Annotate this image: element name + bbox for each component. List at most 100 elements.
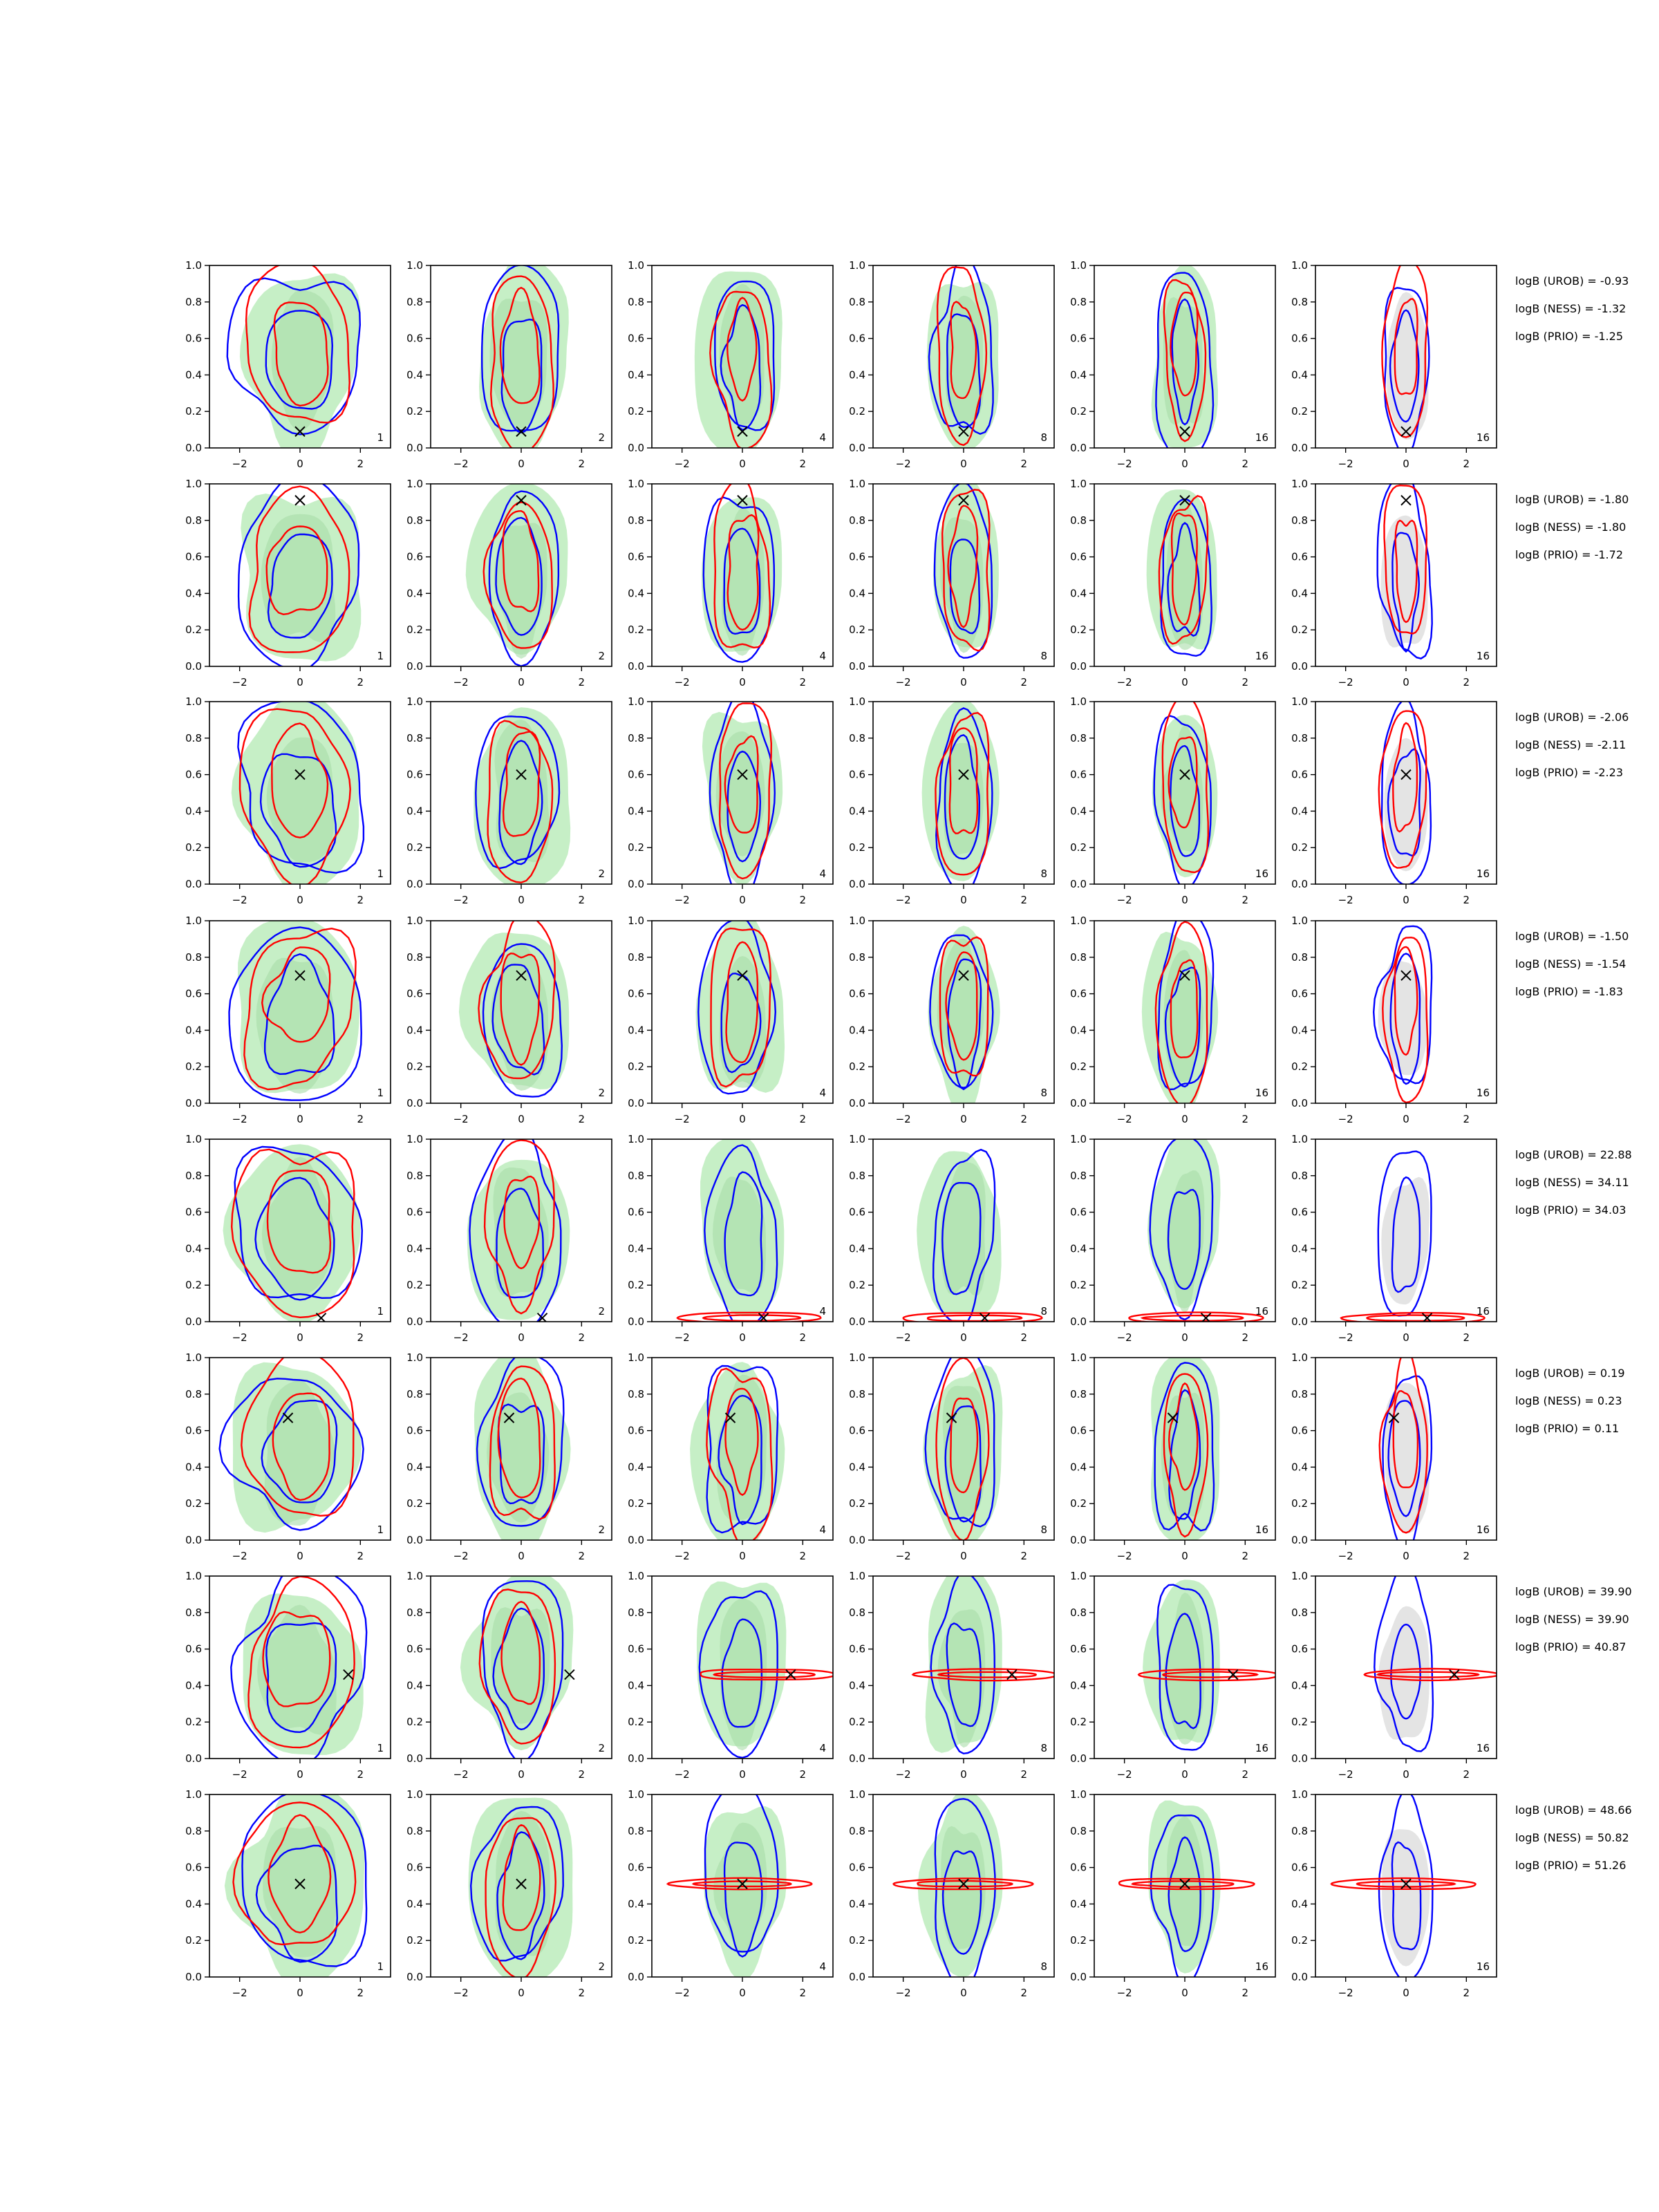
x-tick-label: 0 bbox=[739, 1550, 746, 1562]
blue-contour-outer bbox=[228, 926, 362, 1101]
subplot-sample-label: 4 bbox=[819, 1960, 826, 1973]
subplot-sample-label: 2 bbox=[598, 1087, 605, 1099]
y-tick-label: 0.0 bbox=[185, 1097, 202, 1109]
y-tick-label: 1.0 bbox=[628, 259, 644, 272]
red-contour-inner bbox=[502, 731, 541, 837]
blue-contour-outer bbox=[1153, 715, 1212, 884]
y-tick-label: 0.2 bbox=[406, 1060, 423, 1073]
subplot-sample-label: 1 bbox=[377, 650, 384, 662]
y-tick-label: 0.2 bbox=[406, 624, 423, 636]
red-contour-outer bbox=[489, 275, 554, 448]
y-tick-label: 1.0 bbox=[406, 1570, 423, 1582]
logb-ness-label: logB (NESS) = -1.54 bbox=[1515, 957, 1626, 971]
y-tick-label: 0.8 bbox=[185, 1170, 202, 1182]
green-density-fill-inner bbox=[942, 1385, 986, 1517]
y-tick-label: 0.2 bbox=[849, 624, 865, 636]
red-contour-inner bbox=[1170, 292, 1199, 397]
subplot-sample-label: 1 bbox=[377, 1742, 384, 1754]
y-tick-label: 0.8 bbox=[1291, 1606, 1308, 1619]
true-value-marker bbox=[1400, 769, 1412, 780]
subplot-r3-c1: −2 0 2 0.0 0.2 0.4 0.6 0.8 1.0 1 bbox=[185, 695, 391, 906]
subplot-sample-label: 16 bbox=[1255, 1960, 1268, 1973]
subplot-sample-label: 8 bbox=[1040, 650, 1047, 662]
subplot-r5-c6: −2 0 2 0.0 0.2 0.4 0.6 0.8 1.0 16 bbox=[1291, 1133, 1497, 1344]
blue-contour-inner bbox=[1167, 521, 1201, 637]
x-tick-label: 2 bbox=[1242, 1987, 1249, 1999]
red-contour-outer bbox=[1154, 921, 1208, 1103]
true-value-marker bbox=[737, 426, 748, 437]
logb-prio-label: logB (PRIO) = 0.11 bbox=[1515, 1422, 1619, 1435]
contour-layer bbox=[695, 921, 785, 1095]
y-tick-label: 0.4 bbox=[406, 805, 423, 817]
y-tick-label: 0.0 bbox=[849, 1097, 865, 1109]
y-tick-label: 0.6 bbox=[185, 1206, 202, 1219]
contour-layer bbox=[218, 1358, 364, 1533]
y-tick-label: 0.6 bbox=[185, 1862, 202, 1874]
blue-contour-outer bbox=[935, 707, 993, 884]
y-tick-label: 1.0 bbox=[185, 1351, 202, 1364]
y-tick-label: 0.4 bbox=[849, 1024, 865, 1036]
x-tick-label: −2 bbox=[675, 1987, 690, 1999]
x-tick-label: −2 bbox=[232, 1768, 247, 1781]
x-tick-label: 2 bbox=[579, 1987, 585, 1999]
blue-contour-inner bbox=[1391, 1176, 1421, 1293]
y-tick-label: 0.2 bbox=[185, 1716, 202, 1728]
blue-contour-outer bbox=[469, 1139, 562, 1322]
subplot-r8-c5: −2 0 2 0.0 0.2 0.4 0.6 0.8 1.0 16 bbox=[1070, 1788, 1276, 1999]
red-contour-inner bbox=[725, 941, 759, 1064]
subplot-sample-label: 8 bbox=[1040, 1524, 1047, 1536]
subplot-sample-label: 2 bbox=[598, 650, 605, 662]
green-density-fill-inner bbox=[1167, 1170, 1205, 1313]
y-tick-label: 0.0 bbox=[628, 1752, 644, 1765]
x-tick-label: 2 bbox=[1021, 1550, 1028, 1562]
y-tick-label: 0.4 bbox=[1291, 587, 1308, 599]
subplot-r5-c5: −2 0 2 0.0 0.2 0.4 0.6 0.8 1.0 16 bbox=[1070, 1133, 1276, 1344]
true-value-marker bbox=[516, 769, 527, 780]
blue-contour-outer bbox=[1149, 1139, 1214, 1321]
y-tick-label: 0.4 bbox=[406, 368, 423, 381]
logb-ness-label: logB (NESS) = -1.32 bbox=[1515, 302, 1626, 315]
x-tick-label: −2 bbox=[1117, 1768, 1132, 1781]
y-tick-label: 0.0 bbox=[406, 1971, 423, 1983]
y-tick-label: 0.8 bbox=[1070, 1606, 1087, 1619]
subplot-sample-label: 16 bbox=[1255, 1524, 1268, 1536]
logb-urob-label: logB (UROB) = 22.88 bbox=[1515, 1148, 1632, 1161]
y-tick-label: 0.6 bbox=[406, 551, 423, 563]
y-tick-label: 0.8 bbox=[1070, 296, 1087, 308]
subplot-sample-label: 8 bbox=[1040, 868, 1047, 880]
green-density-fill-inner bbox=[489, 299, 548, 429]
y-tick-label: 0.2 bbox=[628, 841, 644, 854]
blue-contour-outer bbox=[241, 1794, 368, 1967]
red-contour-outer bbox=[241, 1358, 355, 1517]
y-tick-label: 0.8 bbox=[849, 1388, 865, 1400]
y-tick-label: 0.2 bbox=[1291, 405, 1308, 418]
red-contour-inner bbox=[948, 727, 979, 834]
blue-contour-outer bbox=[1155, 272, 1215, 448]
red-contour-outer bbox=[245, 265, 350, 424]
red-contour-outer bbox=[935, 1358, 990, 1540]
x-tick-label: −2 bbox=[232, 1987, 247, 1999]
subplot-sample-label: 1 bbox=[377, 431, 384, 444]
subplot-r5-c1: −2 0 2 0.0 0.2 0.4 0.6 0.8 1.0 1 bbox=[185, 1133, 391, 1344]
x-tick-label: 0 bbox=[297, 1768, 303, 1781]
y-tick-label: 0.8 bbox=[1070, 514, 1087, 527]
y-tick-label: 0.0 bbox=[1291, 1315, 1308, 1328]
blue-contour-inner bbox=[1391, 1841, 1422, 1951]
x-tick-label: −2 bbox=[675, 458, 690, 470]
subplot-sample-label: 1 bbox=[377, 1524, 384, 1536]
y-tick-label: 1.0 bbox=[1070, 1133, 1087, 1145]
blue-contour-inner bbox=[944, 733, 981, 860]
true-value-marker bbox=[1400, 495, 1412, 506]
red-contour-inner bbox=[947, 505, 979, 628]
x-tick-label: 2 bbox=[1463, 1550, 1470, 1562]
true-value-marker bbox=[946, 1412, 957, 1423]
red-contour-inner bbox=[945, 951, 978, 1061]
red-contour-outer bbox=[248, 485, 350, 653]
y-tick-label: 1.0 bbox=[1070, 1788, 1087, 1801]
x-tick-label: 2 bbox=[579, 1550, 585, 1562]
contour-layer bbox=[458, 921, 570, 1098]
red-contour-inner bbox=[1168, 1382, 1199, 1491]
y-tick-label: 0.4 bbox=[185, 1897, 202, 1910]
x-tick-label: 2 bbox=[1021, 1987, 1028, 1999]
contour-layer bbox=[237, 484, 362, 666]
